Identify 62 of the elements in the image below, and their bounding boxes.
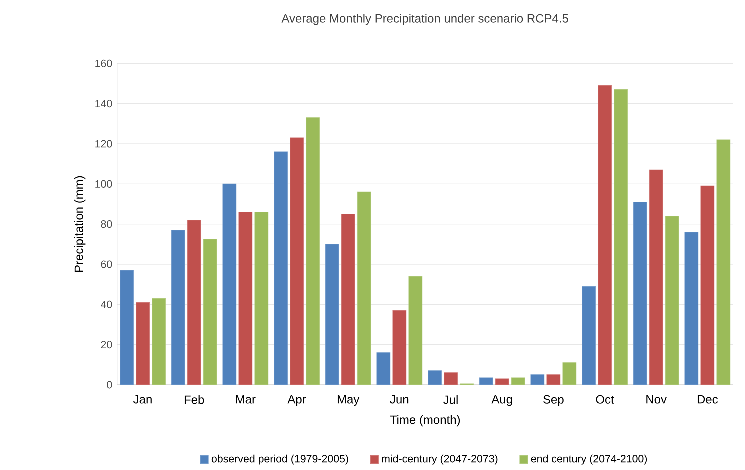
bar: [716, 140, 731, 386]
bar: [187, 220, 202, 386]
x-tick-label: Sep: [544, 395, 564, 406]
bar: [306, 118, 320, 386]
bar: [325, 244, 340, 386]
bar: [392, 310, 407, 386]
bar: [290, 138, 304, 386]
bar: [203, 239, 218, 386]
y-tick-label: 120: [96, 140, 112, 148]
bar: [357, 192, 372, 386]
x-axis-title: Time (month): [390, 415, 460, 427]
x-tick-label: Feb: [184, 395, 204, 404]
legend-label: observed period (1979-2005): [212, 454, 348, 465]
bar: [511, 378, 526, 386]
x-tick-label: Jul: [444, 395, 458, 404]
y-tick-label: 60: [101, 260, 112, 268]
bar: [222, 184, 237, 386]
bar: [530, 374, 545, 386]
bar: [546, 374, 561, 386]
x-tick-label: Oct: [596, 395, 614, 404]
bar: [665, 216, 680, 386]
bar: [479, 378, 494, 386]
bar: [341, 214, 356, 386]
bar: [633, 202, 648, 386]
bar: [444, 372, 458, 386]
y-tick-label: 140: [96, 100, 112, 108]
y-axis-title: Precipitation (mm): [74, 176, 86, 272]
bar: [495, 378, 510, 386]
y-tick-label: 0: [107, 381, 112, 389]
bar: [408, 276, 423, 386]
y-tick-label: 80: [101, 220, 112, 228]
bar: [238, 212, 253, 386]
y-tick-label: 40: [101, 300, 112, 308]
legend-label: mid-century (2047-2073): [382, 454, 498, 465]
x-tick-label: Nov: [646, 395, 667, 404]
bar: [171, 230, 186, 386]
bar: [254, 212, 269, 386]
x-tick-label: May: [338, 395, 360, 406]
bar: [274, 152, 288, 386]
x-tick-label: Dec: [698, 395, 718, 404]
bar: [649, 170, 664, 386]
x-tick-label: Aug: [492, 395, 512, 406]
x-tick-label: Jan: [134, 395, 152, 404]
legend-label: end century (2074-2100): [531, 454, 648, 465]
bar: [614, 90, 628, 386]
bar: [582, 286, 596, 386]
bar: [598, 86, 612, 386]
bar: [152, 298, 166, 386]
x-tick-label: Apr: [288, 395, 306, 406]
bar: [136, 302, 150, 386]
bar: [562, 362, 577, 386]
bar: [700, 186, 715, 386]
y-tick-label: 100: [96, 180, 112, 188]
x-tick-label: Mar: [236, 395, 256, 404]
y-tick-label: 20: [101, 341, 112, 349]
bar: [428, 370, 442, 386]
bar: [376, 352, 391, 386]
bar: [684, 232, 699, 386]
y-tick-label: 160: [96, 60, 112, 68]
chart-title: Average Monthly Precipitation under scenario RCP4.5: [282, 14, 568, 26]
bar: [120, 270, 134, 386]
x-tick-label: Jun: [390, 395, 409, 404]
